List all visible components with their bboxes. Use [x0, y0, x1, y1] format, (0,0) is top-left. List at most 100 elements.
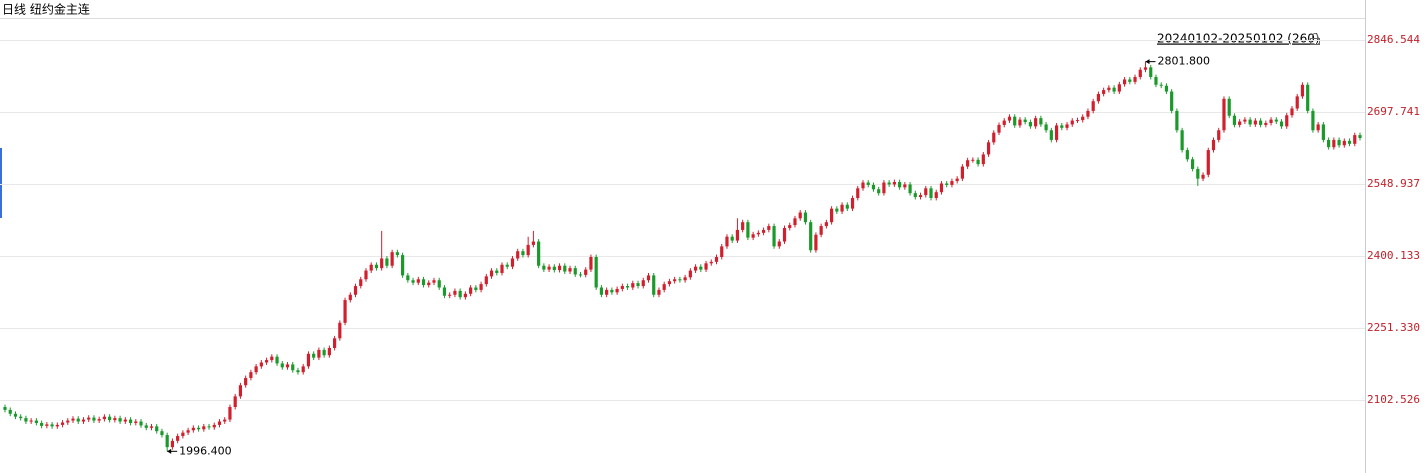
candle-body [1232, 115, 1237, 125]
candle-body [824, 222, 828, 227]
candle-body [1201, 174, 1205, 179]
candle-body [809, 222, 813, 251]
candle-body [144, 425, 148, 428]
candle-body [223, 419, 227, 422]
candle-body [1222, 98, 1226, 131]
annotation-label: 1996.400 [179, 444, 232, 457]
candle-body [599, 287, 604, 295]
candle-body [986, 142, 991, 155]
candle-body [625, 286, 630, 288]
candle-body [196, 427, 201, 430]
candle-body [217, 421, 222, 425]
candle-body [3, 407, 7, 410]
candle-body [1060, 125, 1064, 128]
candle-body [1238, 121, 1242, 125]
candle-body [709, 261, 713, 264]
candle-body [113, 418, 117, 421]
candle-body [40, 422, 44, 426]
candle-body [479, 284, 483, 290]
candle-body [8, 409, 12, 414]
candle-body [369, 264, 373, 271]
candle-body [584, 269, 588, 275]
candle-body [406, 275, 410, 281]
candle-body [1034, 118, 1038, 127]
candle-body [1164, 85, 1169, 92]
candle-body [264, 360, 269, 363]
candle-body [526, 244, 530, 256]
candle-body [66, 420, 70, 423]
candle-body [1180, 130, 1184, 151]
candle-body [484, 276, 488, 285]
candle-body [244, 377, 248, 386]
candle-body [259, 362, 263, 367]
candle-body [34, 420, 38, 423]
candle-body [704, 263, 708, 270]
candle-body [898, 182, 902, 188]
candle-body [1206, 150, 1210, 175]
candle-body [657, 289, 661, 295]
candle-body [1227, 98, 1231, 116]
candle-body [108, 416, 112, 421]
candle-body [202, 426, 206, 430]
candle-body [280, 363, 284, 368]
candle-body [87, 417, 91, 420]
candle-body [1327, 139, 1331, 148]
candle-body [531, 241, 535, 245]
candle-body [1295, 96, 1299, 109]
candle-body [1049, 130, 1053, 140]
candle-body [1258, 120, 1263, 125]
candle-body [1211, 139, 1216, 151]
candle-body [1075, 120, 1080, 122]
range-label[interactable]: 20240102-20250102 (260) [1157, 32, 1320, 46]
candle-body [510, 258, 515, 267]
candle-body [1096, 93, 1101, 102]
candle-body [735, 229, 740, 241]
candle-body [1253, 120, 1257, 125]
candle-body [521, 251, 525, 256]
candle-body [500, 264, 504, 273]
candle-body [573, 268, 577, 275]
candle-body [1321, 124, 1325, 140]
candle-body [1081, 116, 1085, 121]
candle-body [1311, 110, 1315, 131]
candle-body [610, 289, 614, 293]
candle-body [1149, 67, 1153, 78]
annotation-arrowhead [167, 448, 172, 454]
candle-body [359, 279, 363, 287]
candle-body [207, 426, 211, 428]
candle-body [1070, 120, 1074, 125]
candle-body [1190, 159, 1195, 169]
candle-body [552, 266, 556, 271]
candle-body [845, 204, 849, 209]
candle-body [678, 279, 682, 281]
candle-body [861, 182, 865, 189]
candle-body [1248, 119, 1252, 125]
candle-body [814, 234, 818, 251]
y-tick-label: 2697.741 [1367, 105, 1420, 118]
candle-body [249, 372, 253, 378]
candle-body [589, 257, 593, 270]
candle-body [777, 241, 781, 247]
candle-body [850, 197, 855, 209]
candle-body [1300, 84, 1305, 97]
candle-body [390, 252, 394, 266]
y-tick-label: 2251.330 [1367, 321, 1420, 334]
candle-body [149, 426, 154, 428]
candle-body [1159, 84, 1163, 86]
candle-body [374, 264, 379, 269]
y-tick-label: 2400.133 [1367, 249, 1420, 262]
candle-body [332, 338, 337, 348]
candle-body [751, 234, 755, 238]
candle-body [903, 184, 907, 188]
candle-body [13, 413, 18, 417]
candle-body [913, 193, 917, 198]
candle-body [170, 440, 175, 448]
y-tick-label: 2846.544 [1367, 33, 1420, 46]
candle-body [924, 188, 928, 196]
candle-body [1117, 84, 1121, 92]
candle-body [793, 218, 797, 226]
candle-body [1102, 90, 1106, 94]
candle-body [641, 280, 645, 287]
